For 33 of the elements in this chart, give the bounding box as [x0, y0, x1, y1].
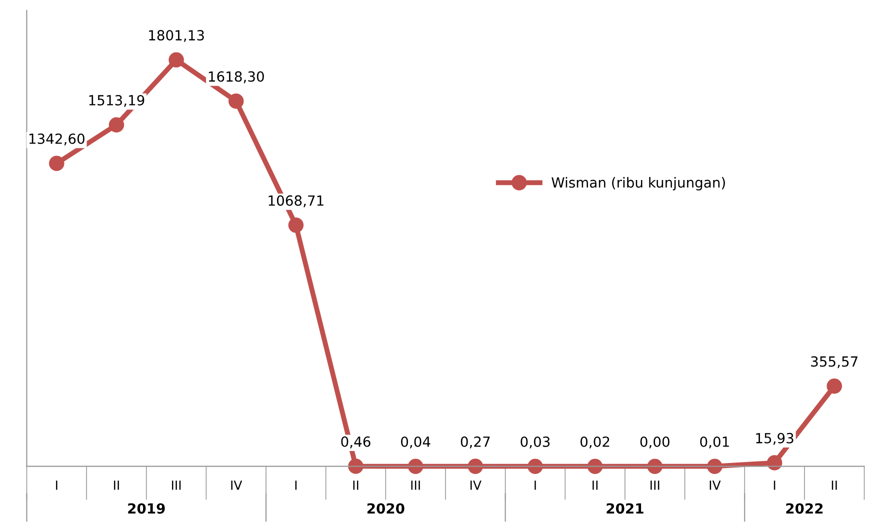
data-label: 1618,30	[208, 71, 264, 84]
data-label: 1801,13	[149, 30, 204, 42]
data-label: 1342,60	[29, 133, 84, 146]
x-tick-label: III	[172, 480, 181, 490]
data-label: 1513,19	[89, 94, 144, 107]
data-label: 15,93	[756, 432, 794, 445]
data-label: 0,04	[401, 436, 430, 448]
x-tick-label: I	[534, 480, 536, 490]
data-label: 0,03	[520, 436, 550, 448]
x-tick-label: II	[114, 480, 119, 490]
x-tick-label: II	[592, 480, 598, 490]
data-label: 0,02	[580, 436, 610, 448]
text: 2021	[606, 503, 644, 514]
x-tick-label: II	[353, 480, 358, 490]
x-tick-label: I	[56, 480, 58, 490]
x-tick-label: III	[650, 480, 660, 490]
data-label: 1068,71	[268, 195, 324, 208]
data-label: 0,00	[640, 436, 670, 448]
data-label: 0,27	[460, 436, 490, 448]
data-label: 355,57	[811, 356, 858, 368]
text: 2020	[367, 503, 404, 514]
x-tick-label: I	[774, 480, 776, 490]
x-tick-label: IV	[231, 480, 242, 490]
x-tick-label: IV	[710, 480, 721, 490]
x-tick-label: I	[295, 480, 297, 490]
x-tick-label: II	[832, 480, 837, 490]
data-label: 0,46	[341, 436, 370, 448]
legend-label: Wisman (ribu kunjungan)	[552, 176, 725, 190]
x-tick-label: III	[411, 480, 420, 490]
x-tick-label: IV	[470, 480, 482, 490]
text: 2019	[128, 503, 165, 514]
data-label: 0,01	[700, 436, 729, 448]
text: 2022	[786, 503, 823, 514]
